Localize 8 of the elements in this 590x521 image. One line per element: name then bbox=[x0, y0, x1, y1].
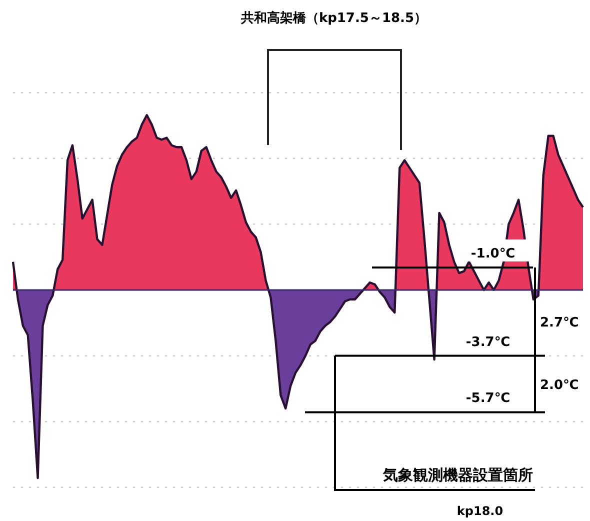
ref-line-label: -1.0℃ bbox=[470, 246, 516, 262]
ref-line-label: -3.7℃ bbox=[466, 334, 510, 350]
chart-title: 共和高架橋（kp17.5～18.5） bbox=[240, 10, 428, 26]
annotation: 気象観測機器設置箇所 bbox=[382, 466, 533, 484]
text: kp18.0 bbox=[456, 504, 504, 518]
ref-line-label: -5.7℃ bbox=[466, 391, 510, 406]
annotation: 2.7℃ bbox=[540, 316, 579, 331]
annotation: 2.0℃ bbox=[540, 378, 579, 393]
